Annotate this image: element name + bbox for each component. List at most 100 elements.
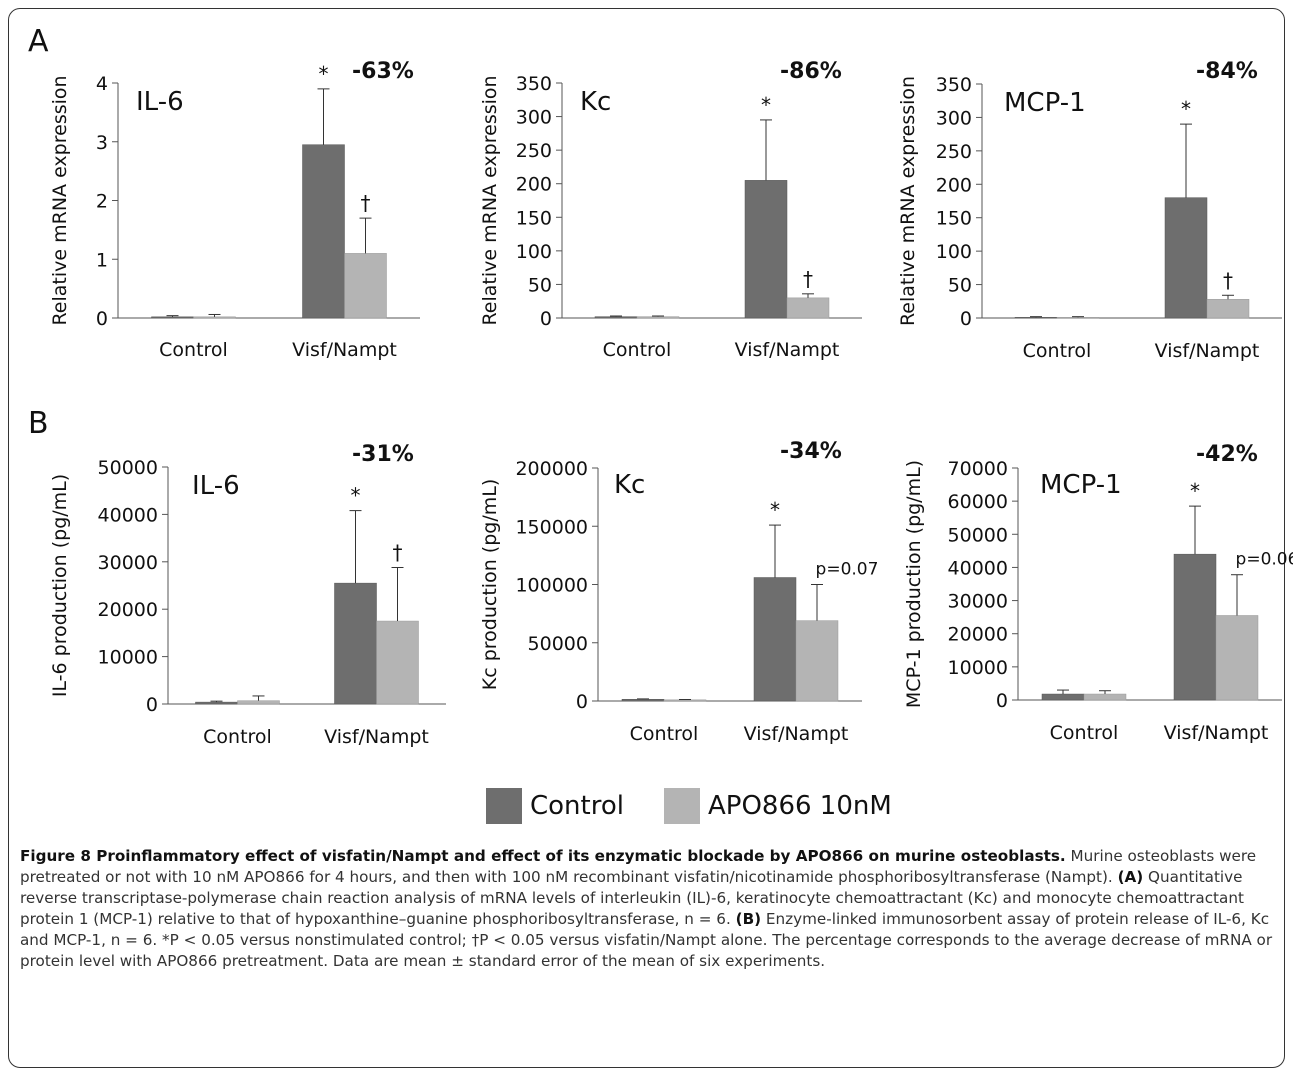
y-tick-label: 60000 xyxy=(948,491,1008,513)
significance-mark: p=0.07 xyxy=(816,560,879,580)
bar-control-1 xyxy=(1173,553,1217,701)
bar-apo866-1 xyxy=(344,253,387,319)
y-axis-label: Kc production (pg/mL) xyxy=(479,479,501,690)
y-tick-label: 300 xyxy=(936,107,972,129)
significance-mark: p=0.06 xyxy=(1236,550,1293,570)
percent-change-label: -34% xyxy=(780,439,842,464)
y-tick-label: 200 xyxy=(516,174,552,196)
plot-group: 0 1 2 3 4 Relative mRNA expression IL-6 -63% Con… xyxy=(49,59,420,361)
legend-item-apo866: APO866 10nM xyxy=(663,788,892,824)
y-tick-label: 150 xyxy=(936,208,972,230)
y-tick-label: 200 xyxy=(936,174,972,196)
y-tick-label: 20000 xyxy=(948,624,1008,646)
figure-caption: Figure 8 Proinflammatory effect of visfa… xyxy=(20,846,1275,972)
y-tick-label: 50000 xyxy=(528,633,588,655)
plot-group: 0 50 100 150 200 250 300 350 Relative mRNA expre… xyxy=(479,59,862,361)
chart-legend: Control APO866 10nM xyxy=(486,786,932,826)
significance-mark: † xyxy=(803,267,813,291)
y-tick-label: 0 xyxy=(960,308,972,330)
y-tick-label: 200000 xyxy=(515,458,588,480)
y-tick-label: 150000 xyxy=(515,516,588,538)
plot-group: 0 50 100 150 200 250 300 350 Relative mRNA expre… xyxy=(897,59,1282,362)
x-tick-label: Visf/Nampt xyxy=(1164,722,1269,744)
significance-mark: † xyxy=(361,191,371,215)
y-tick-label: 0 xyxy=(96,308,108,330)
significance-mark: * xyxy=(1181,97,1191,121)
bar-apo866-1 xyxy=(376,620,419,705)
y-axis-label: Relative mRNA expression xyxy=(897,76,919,326)
significance-mark: * xyxy=(351,484,361,508)
caption-intro: Murine osteoblasts were pretreated or no… xyxy=(20,847,1257,886)
significance-mark: * xyxy=(761,93,771,117)
y-tick-label: 0 xyxy=(576,691,588,713)
y-tick-label: 4 xyxy=(96,73,108,95)
legend-swatch-control xyxy=(486,788,522,824)
legend-label-control: Control xyxy=(530,791,624,821)
y-tick-label: 100000 xyxy=(515,575,588,597)
caption-b-text: Enzyme-linked immunosorbent assay of pro… xyxy=(20,910,1273,970)
y-axis-label: Relative mRNA expression xyxy=(49,75,71,325)
bar-control-1 xyxy=(1164,197,1208,319)
significance-mark: † xyxy=(393,540,403,564)
x-tick-label: Control xyxy=(203,726,272,748)
x-tick-label: Control xyxy=(603,339,672,361)
significance-mark: * xyxy=(770,498,780,522)
y-tick-label: 10000 xyxy=(98,647,158,669)
y-axis-label: IL-6 production (pg/mL) xyxy=(49,474,71,697)
y-axis-label: MCP-1 production (pg/mL) xyxy=(903,460,925,708)
y-tick-label: 300 xyxy=(516,107,552,129)
bar-apo866-0 xyxy=(1083,693,1127,701)
bar-control-1 xyxy=(744,180,788,319)
y-tick-label: 0 xyxy=(540,308,552,330)
x-tick-label: Visf/Nampt xyxy=(324,726,429,748)
plot-group: 0 10000 20000 30000 40000 50000 60000 70000 MCP-… xyxy=(903,442,1293,744)
chart-title: Kc xyxy=(580,87,611,117)
y-tick-label: 250 xyxy=(516,140,552,162)
x-tick-label: Control xyxy=(630,723,699,745)
percent-change-label: -42% xyxy=(1196,442,1258,467)
significance-mark: * xyxy=(1190,479,1200,503)
chart-title: MCP-1 xyxy=(1040,470,1122,500)
y-tick-label: 250 xyxy=(936,141,972,163)
y-tick-label: 100 xyxy=(516,241,552,263)
y-tick-label: 100 xyxy=(936,241,972,263)
y-tick-label: 50 xyxy=(528,274,552,296)
percent-change-label: -31% xyxy=(352,442,414,467)
legend-item-control: Control xyxy=(486,788,624,824)
x-tick-label: Control xyxy=(159,339,228,361)
y-tick-label: 2 xyxy=(96,191,108,213)
y-tick-label: 150 xyxy=(516,207,552,229)
bar-control-1 xyxy=(334,582,377,705)
caption-b-label: (B) xyxy=(735,910,762,928)
percent-change-label: -84% xyxy=(1196,59,1258,84)
caption-title: Figure 8 Proinflammatory effect of visfa… xyxy=(20,847,1066,865)
chart-title: IL-6 xyxy=(136,87,184,117)
bar-apo866-1 xyxy=(1215,615,1259,701)
significance-mark: * xyxy=(319,62,329,86)
percent-change-label: -63% xyxy=(352,59,414,84)
y-tick-label: 50000 xyxy=(948,524,1008,546)
y-tick-label: 350 xyxy=(936,74,972,96)
y-tick-label: 10000 xyxy=(948,657,1008,679)
y-tick-label: 40000 xyxy=(948,557,1008,579)
y-tick-label: 70000 xyxy=(948,458,1008,480)
plot-group: 0 10000 20000 30000 40000 50000 IL-6 productio… xyxy=(49,442,446,748)
y-tick-label: 20000 xyxy=(98,599,158,621)
y-tick-label: 350 xyxy=(516,73,552,95)
x-tick-label: Visf/Nampt xyxy=(292,339,397,361)
x-tick-label: Visf/Nampt xyxy=(1155,340,1260,362)
panel-label-a: A xyxy=(28,24,49,59)
panel-label-b: B xyxy=(28,406,49,441)
caption-a-text: Quantitative reverse transcriptase-polym… xyxy=(20,868,1244,928)
y-tick-label: 3 xyxy=(96,132,108,154)
x-tick-label: Control xyxy=(1023,340,1092,362)
bar-control-0 xyxy=(1041,693,1085,701)
chart-title: IL-6 xyxy=(192,471,240,501)
significance-mark: † xyxy=(1223,268,1233,292)
y-tick-label: 40000 xyxy=(98,504,158,526)
y-tick-label: 30000 xyxy=(948,591,1008,613)
y-tick-label: 50000 xyxy=(98,457,158,479)
chart-title: Kc xyxy=(614,470,645,500)
y-tick-label: 0 xyxy=(996,690,1008,712)
legend-swatch-apo866 xyxy=(663,788,700,824)
